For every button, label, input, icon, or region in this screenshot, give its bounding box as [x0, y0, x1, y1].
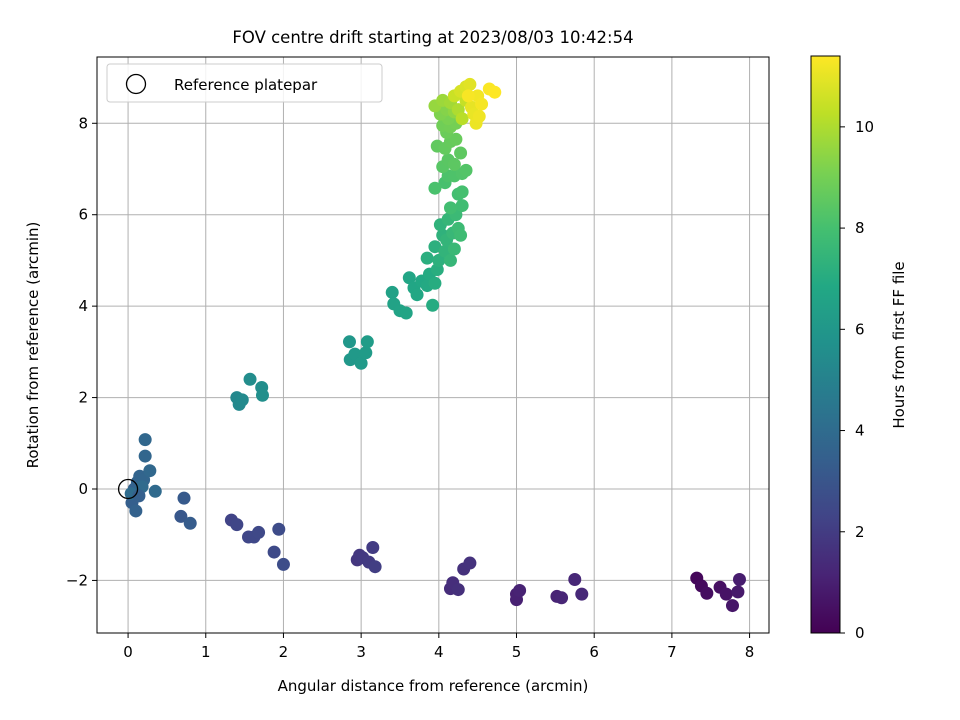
data-point — [255, 388, 269, 402]
data-point — [449, 132, 463, 146]
colorbar-tick-label: 6 — [855, 320, 865, 338]
data-point — [235, 393, 249, 407]
data-point — [719, 587, 733, 601]
data-point — [143, 464, 157, 478]
data-point — [451, 583, 465, 597]
data-point — [443, 253, 457, 267]
data-point — [575, 587, 589, 601]
data-point — [459, 163, 473, 177]
data-point — [272, 522, 286, 536]
data-point — [252, 525, 266, 539]
data-point — [267, 545, 281, 559]
data-point — [348, 347, 362, 361]
x-axis-ticks: 0 1 2 3 4 5 6 7 8 — [123, 633, 754, 661]
data-point — [410, 288, 424, 302]
x-tick-label: 6 — [589, 643, 599, 661]
colorbar-ticks: 0 2 4 6 8 10 — [840, 118, 874, 642]
y-tick-label: 2 — [78, 389, 88, 407]
data-point — [276, 557, 290, 571]
colorbar-tick-label: 2 — [855, 523, 865, 541]
plot-frame — [96, 56, 770, 634]
data-point — [568, 573, 582, 587]
data-point — [447, 242, 461, 256]
data-point — [360, 335, 374, 349]
data-point — [447, 157, 461, 171]
x-tick-label: 3 — [356, 643, 366, 661]
data-point — [420, 251, 434, 265]
data-point — [443, 201, 457, 215]
data-point — [700, 586, 714, 600]
colorbar: 0 2 4 6 8 10 Hours from first FF file — [810, 55, 908, 642]
colorbar-tick-label: 8 — [855, 219, 865, 237]
data-point — [428, 240, 442, 254]
data-point — [366, 541, 380, 555]
x-tick-label: 7 — [667, 643, 677, 661]
data-point — [148, 484, 162, 498]
y-tick-label: 4 — [78, 297, 88, 315]
x-tick-label: 0 — [123, 643, 133, 661]
colorbar-tick-label: 0 — [855, 624, 865, 642]
data-point — [342, 335, 356, 349]
data-point — [455, 199, 469, 213]
data-point — [385, 285, 399, 299]
x-axis-label: Angular distance from reference (arcmin) — [278, 677, 589, 695]
legend-box — [106, 63, 383, 103]
x-tick-label: 5 — [512, 643, 522, 661]
data-point — [183, 516, 197, 530]
data-point — [454, 146, 468, 160]
data-point — [475, 97, 489, 111]
legend-entry-reference-platepar: Reference platepar — [174, 76, 318, 94]
data-point — [463, 77, 477, 91]
data-point — [428, 181, 442, 195]
data-point — [461, 89, 475, 103]
x-tick-label: 2 — [279, 643, 289, 661]
data-point — [555, 591, 569, 605]
y-axis-ticks: −2 0 2 4 6 8 — [66, 114, 97, 589]
data-point — [454, 228, 468, 242]
y-tick-label: 8 — [78, 114, 88, 132]
data-point — [455, 185, 469, 199]
data-point — [432, 253, 446, 267]
data-point — [725, 599, 739, 613]
data-point — [402, 271, 416, 285]
data-point — [368, 560, 382, 574]
colorbar-tick-label: 10 — [855, 118, 874, 136]
x-tick-label: 1 — [201, 643, 211, 661]
data-point — [732, 573, 746, 587]
data-point — [177, 491, 191, 505]
y-tick-label: 6 — [78, 206, 88, 224]
chart-title: FOV centre drift starting at 2023/08/03 … — [232, 28, 633, 47]
data-point — [731, 585, 745, 599]
data-point — [455, 112, 469, 126]
data-point — [463, 556, 477, 570]
data-point — [488, 85, 502, 99]
data-point — [426, 298, 440, 312]
y-tick-label: 0 — [78, 480, 88, 498]
x-tick-label: 8 — [745, 643, 755, 661]
colorbar-gradient — [810, 55, 841, 634]
colorbar-label: Hours from first FF file — [890, 261, 908, 428]
data-point — [230, 518, 244, 532]
data-points — [117, 77, 746, 613]
y-tick-label: −2 — [66, 571, 88, 589]
data-point — [132, 489, 146, 503]
data-point — [428, 276, 442, 290]
data-point — [174, 509, 188, 523]
y-axis-label: Rotation from reference (arcmin) — [24, 222, 42, 469]
legend: Reference platepar — [106, 63, 383, 103]
data-point — [138, 433, 152, 447]
colorbar-tick-label: 4 — [855, 422, 865, 440]
data-point — [354, 356, 368, 370]
data-point — [513, 583, 527, 597]
legend-marker — [125, 73, 147, 95]
x-tick-label: 4 — [434, 643, 444, 661]
data-point — [243, 372, 257, 386]
reference-platepar-marker — [117, 478, 139, 500]
data-point — [129, 504, 143, 518]
data-point — [472, 109, 486, 123]
data-point — [399, 306, 413, 320]
data-point — [138, 449, 152, 463]
data-point — [359, 346, 373, 360]
